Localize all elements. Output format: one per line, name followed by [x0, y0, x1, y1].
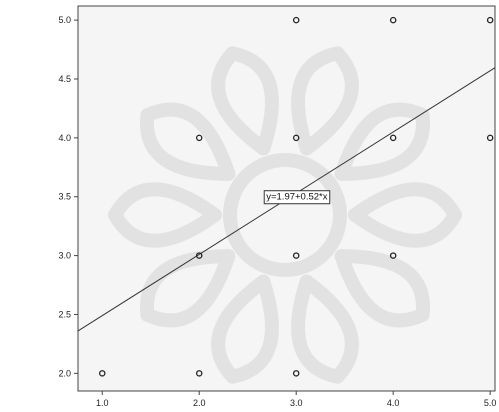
data-points	[98, 16, 494, 377]
watermark-petal	[348, 208, 462, 248]
y-tick-label: 2.0	[58, 368, 71, 378]
x-tick-label: 3.0	[290, 398, 303, 408]
watermark-petal	[140, 108, 236, 181]
axis-ticks	[74, 19, 491, 395]
watermark-petal	[334, 249, 430, 328]
watermark-ring	[223, 153, 347, 277]
y-tick-label: 2.5	[58, 309, 71, 319]
data-point	[486, 16, 494, 24]
watermark-petal	[348, 182, 462, 222]
regression-equation-frame	[263, 190, 331, 205]
watermark-petal	[334, 249, 430, 322]
data-point	[486, 134, 494, 142]
x-tick-label: 5.0	[484, 398, 497, 408]
data-point	[195, 252, 203, 259]
data-point	[292, 134, 300, 142]
watermark-petal	[108, 182, 222, 222]
watermark-petal	[225, 46, 279, 156]
watermark-petal	[108, 208, 222, 248]
regression-equation-label: y=1.97+0.52*x	[266, 192, 328, 203]
data-point	[195, 134, 203, 142]
watermark-petal	[291, 274, 345, 384]
watermark-petal	[299, 46, 359, 156]
data-point	[195, 370, 203, 377]
watermark-petal	[140, 102, 236, 181]
y-tick-label: 4.0	[58, 133, 71, 143]
data-point	[98, 370, 106, 377]
x-tick-label: 4.0	[387, 398, 400, 408]
watermark-petal	[140, 249, 236, 322]
data-point	[292, 16, 300, 24]
y-tick-label: 5.0	[58, 15, 71, 25]
x-tick-label: 2.0	[193, 398, 206, 408]
watermark-petal	[291, 46, 345, 156]
watermark-emblem	[108, 46, 462, 384]
y-tick-label: 4.5	[58, 74, 71, 84]
data-point	[389, 134, 397, 142]
x-tick-label: 1.0	[96, 398, 109, 408]
watermark-petal	[299, 274, 359, 384]
plot-frame	[77, 5, 496, 392]
watermark-petal	[334, 102, 430, 181]
y-tick-label: 3.5	[58, 192, 71, 202]
watermark-petal	[140, 249, 236, 328]
data-point	[389, 252, 397, 259]
axis-tick-labels: 1.0 2.0 3.0 4.0 5.0 2.0 2.5 3.0 3.5 4.0 4.5 5.0	[58, 15, 496, 408]
watermark-petal	[225, 274, 279, 384]
watermark-petal	[211, 46, 271, 156]
watermark-petal	[211, 274, 271, 384]
data-point	[292, 252, 300, 259]
regression-equation-box: y=1.97+0.52*x	[263, 190, 331, 205]
y-tick-label: 3.0	[58, 251, 71, 261]
data-point	[292, 370, 300, 377]
watermark-petal	[334, 108, 430, 181]
data-point	[389, 16, 397, 24]
